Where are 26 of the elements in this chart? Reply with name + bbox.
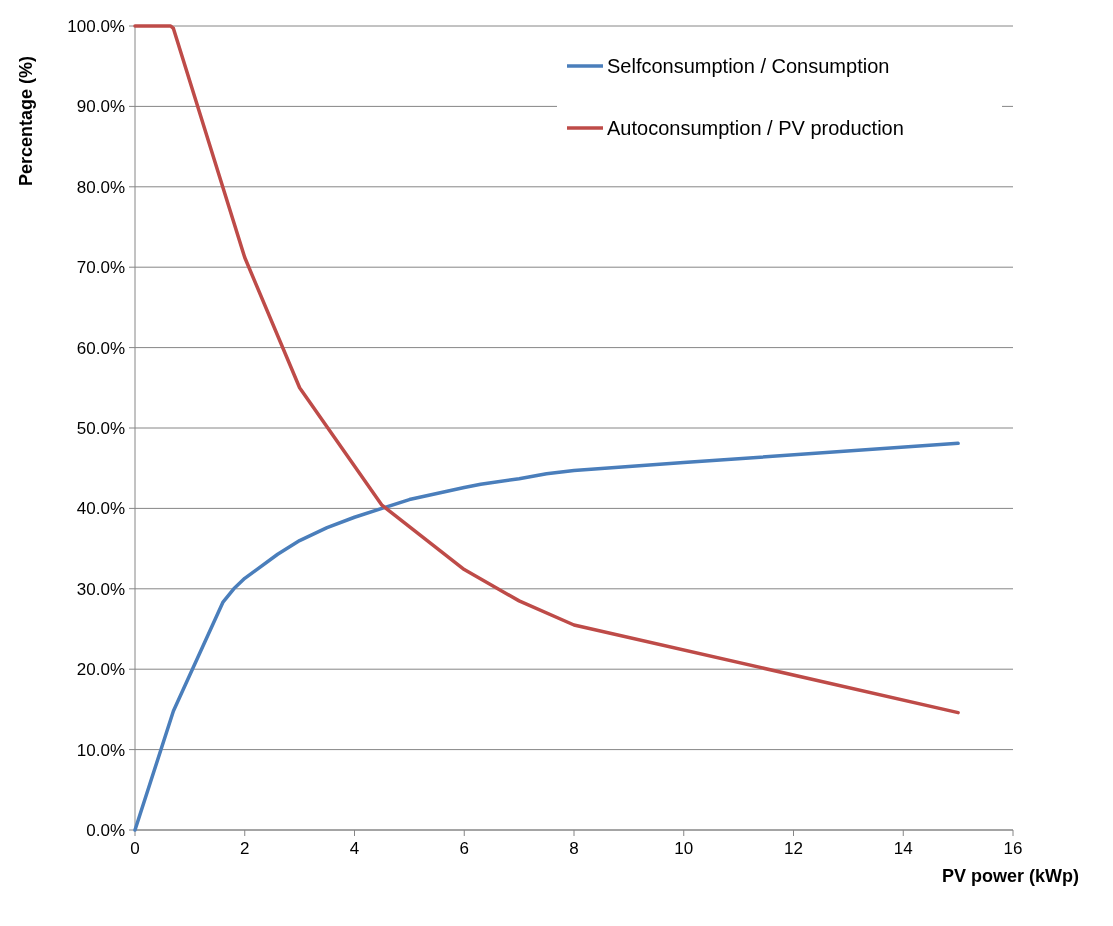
y-tick-label: 20.0% xyxy=(76,660,125,680)
x-tick-label: 12 xyxy=(784,839,803,858)
x-tick-label: 8 xyxy=(569,839,579,858)
y-tick-label: 50.0% xyxy=(76,419,125,438)
x-tick-label: 10 xyxy=(674,839,694,858)
y-axis-title: Percentage (%) xyxy=(16,55,36,186)
y-tick-label: 70.0% xyxy=(76,258,125,278)
line-series xyxy=(133,441,960,832)
legend-label: Autoconsumption / PV production xyxy=(607,117,904,139)
x-tick-label: 4 xyxy=(349,839,360,858)
x-tick-label: 0 xyxy=(130,839,140,858)
y-tick-label: 10.0% xyxy=(76,740,125,760)
x-tick-label: 6 xyxy=(459,839,469,858)
y-tick-label: 90.0% xyxy=(76,97,125,117)
y-tick-label: 30.0% xyxy=(76,579,125,599)
legend-label: Selfconsumption / Consumption xyxy=(607,55,890,77)
y-tick-label: 60.0% xyxy=(76,338,125,358)
y-tick-label: 0.0% xyxy=(86,821,125,840)
y-tick-label: 100.0% xyxy=(67,17,125,36)
y-tick-label: 80.0% xyxy=(76,177,125,197)
x-tick-label: 2 xyxy=(240,839,250,858)
x-tick-label: 16 xyxy=(1003,839,1023,858)
y-tick-label: 40.0% xyxy=(76,499,125,519)
x-tick-label: 14 xyxy=(893,839,913,858)
line-series xyxy=(133,24,960,715)
x-axis-title: PV power (kWp) xyxy=(941,866,1079,886)
